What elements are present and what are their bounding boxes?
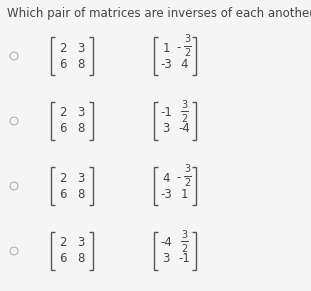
Text: 2: 2 bbox=[181, 244, 187, 253]
Text: 8: 8 bbox=[77, 187, 85, 200]
Text: 2: 2 bbox=[184, 49, 190, 58]
Text: 4: 4 bbox=[180, 58, 188, 70]
Text: 3: 3 bbox=[77, 237, 85, 249]
Text: 8: 8 bbox=[77, 123, 85, 136]
Text: -3: -3 bbox=[160, 58, 172, 70]
Text: Which pair of matrices are inverses of each another?: Which pair of matrices are inverses of e… bbox=[7, 7, 311, 20]
Text: 2: 2 bbox=[181, 113, 187, 123]
Text: -1: -1 bbox=[178, 253, 190, 265]
Text: 3: 3 bbox=[77, 171, 85, 184]
Text: -: - bbox=[177, 42, 181, 54]
Text: 6: 6 bbox=[59, 187, 67, 200]
Text: -1: -1 bbox=[160, 107, 172, 120]
Text: 6: 6 bbox=[59, 123, 67, 136]
Text: 2: 2 bbox=[184, 178, 190, 189]
Text: 3: 3 bbox=[184, 164, 190, 175]
Text: 6: 6 bbox=[59, 253, 67, 265]
Text: 1: 1 bbox=[180, 187, 188, 200]
Text: -4: -4 bbox=[160, 237, 172, 249]
Text: 3: 3 bbox=[162, 253, 170, 265]
Text: -3: -3 bbox=[160, 187, 172, 200]
Text: -: - bbox=[177, 171, 181, 184]
Text: 2: 2 bbox=[59, 107, 67, 120]
Text: 3: 3 bbox=[181, 100, 187, 109]
Text: 3: 3 bbox=[77, 42, 85, 54]
Text: 3: 3 bbox=[162, 123, 170, 136]
Text: 8: 8 bbox=[77, 253, 85, 265]
Text: 3: 3 bbox=[184, 35, 190, 45]
Text: 8: 8 bbox=[77, 58, 85, 70]
Text: 3: 3 bbox=[77, 107, 85, 120]
Text: 2: 2 bbox=[59, 42, 67, 54]
Text: 4: 4 bbox=[162, 171, 170, 184]
Text: 2: 2 bbox=[59, 237, 67, 249]
Text: -4: -4 bbox=[178, 123, 190, 136]
Text: 6: 6 bbox=[59, 58, 67, 70]
Text: 3: 3 bbox=[181, 230, 187, 239]
Text: 1: 1 bbox=[162, 42, 170, 54]
Text: 2: 2 bbox=[59, 171, 67, 184]
